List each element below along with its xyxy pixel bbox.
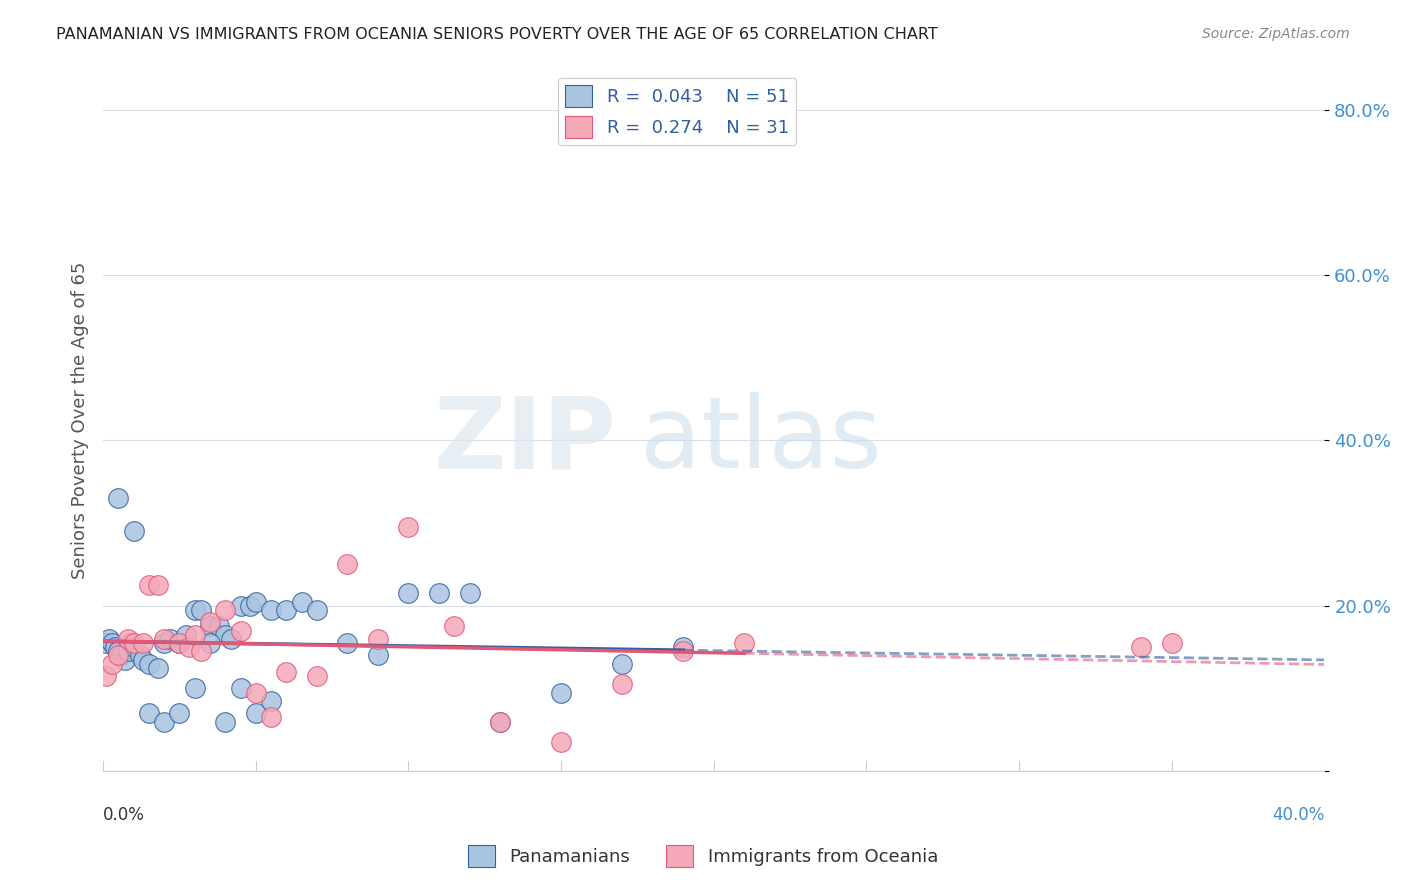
- Point: [110, 648, 132, 663]
- Point: [107, 491, 129, 506]
- Point: [146, 578, 169, 592]
- Text: 0.0%: 0.0%: [103, 806, 145, 824]
- Point: [107, 648, 129, 663]
- Point: [198, 615, 221, 630]
- Point: [153, 714, 176, 729]
- Point: [398, 586, 420, 600]
- Point: [245, 685, 267, 699]
- Point: [245, 706, 267, 721]
- Point: [138, 706, 160, 721]
- Point: [260, 710, 283, 724]
- Point: [208, 619, 231, 633]
- Point: [489, 714, 512, 729]
- Point: [260, 694, 283, 708]
- Point: [117, 632, 139, 646]
- Point: [336, 636, 359, 650]
- Point: [128, 648, 150, 663]
- Point: [169, 636, 191, 650]
- Text: ZIP: ZIP: [433, 392, 616, 490]
- Point: [98, 632, 121, 646]
- Point: [276, 603, 298, 617]
- Point: [101, 636, 124, 650]
- Point: [290, 595, 312, 609]
- Point: [229, 599, 252, 613]
- Point: [122, 640, 145, 655]
- Point: [1130, 640, 1153, 655]
- Text: Source: ZipAtlas.com: Source: ZipAtlas.com: [1202, 27, 1350, 41]
- Point: [427, 586, 450, 600]
- Point: [489, 714, 512, 729]
- Point: [117, 644, 139, 658]
- Point: [122, 524, 145, 539]
- Point: [177, 640, 200, 655]
- Point: [183, 603, 205, 617]
- Point: [174, 628, 197, 642]
- Point: [146, 661, 169, 675]
- Point: [367, 632, 389, 646]
- Point: [101, 657, 124, 671]
- Point: [153, 636, 176, 650]
- Point: [190, 603, 212, 617]
- Text: atlas: atlas: [641, 392, 882, 490]
- Point: [305, 669, 328, 683]
- Point: [138, 578, 160, 592]
- Point: [96, 669, 118, 683]
- Point: [183, 681, 205, 696]
- Point: [132, 652, 155, 666]
- Point: [612, 657, 634, 671]
- Point: [214, 603, 236, 617]
- Point: [305, 603, 328, 617]
- Point: [276, 665, 298, 679]
- Point: [138, 657, 160, 671]
- Point: [550, 685, 572, 699]
- Point: [221, 632, 243, 646]
- Point: [336, 558, 359, 572]
- Point: [733, 636, 755, 650]
- Point: [96, 636, 118, 650]
- Legend: R =  0.043    N = 51, R =  0.274    N = 31: R = 0.043 N = 51, R = 0.274 N = 31: [558, 78, 796, 145]
- Text: PANAMANIAN VS IMMIGRANTS FROM OCEANIA SENIORS POVERTY OVER THE AGE OF 65 CORRELA: PANAMANIAN VS IMMIGRANTS FROM OCEANIA SE…: [56, 27, 938, 42]
- Point: [239, 599, 262, 613]
- Point: [214, 714, 236, 729]
- Point: [132, 636, 155, 650]
- Point: [260, 603, 283, 617]
- Point: [120, 636, 142, 650]
- Point: [198, 619, 221, 633]
- Point: [190, 644, 212, 658]
- Point: [169, 706, 191, 721]
- Point: [229, 681, 252, 696]
- Point: [367, 648, 389, 663]
- Y-axis label: Seniors Poverty Over the Age of 65: Seniors Poverty Over the Age of 65: [72, 261, 89, 579]
- Point: [550, 735, 572, 749]
- Point: [104, 640, 127, 655]
- Point: [122, 636, 145, 650]
- Point: [229, 624, 252, 638]
- Point: [1160, 636, 1182, 650]
- Legend: Panamanians, Immigrants from Oceania: Panamanians, Immigrants from Oceania: [461, 838, 945, 874]
- Point: [169, 636, 191, 650]
- Point: [114, 652, 136, 666]
- Point: [443, 619, 465, 633]
- Point: [198, 636, 221, 650]
- Point: [159, 632, 181, 646]
- Point: [107, 644, 129, 658]
- Point: [183, 628, 205, 642]
- Point: [458, 586, 481, 600]
- Point: [672, 644, 695, 658]
- Text: 40.0%: 40.0%: [1272, 806, 1324, 824]
- Point: [672, 640, 695, 655]
- Point: [245, 595, 267, 609]
- Point: [612, 677, 634, 691]
- Point: [214, 628, 236, 642]
- Point: [398, 520, 420, 534]
- Point: [153, 632, 176, 646]
